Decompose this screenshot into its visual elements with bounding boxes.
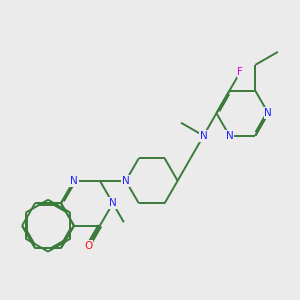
Text: N: N — [226, 131, 233, 141]
Text: N: N — [122, 176, 130, 186]
Text: O: O — [84, 241, 92, 251]
Text: N: N — [264, 108, 272, 118]
Text: N: N — [200, 131, 207, 141]
Text: N: N — [109, 198, 117, 208]
Text: F: F — [238, 67, 243, 77]
Text: N: N — [70, 176, 78, 186]
